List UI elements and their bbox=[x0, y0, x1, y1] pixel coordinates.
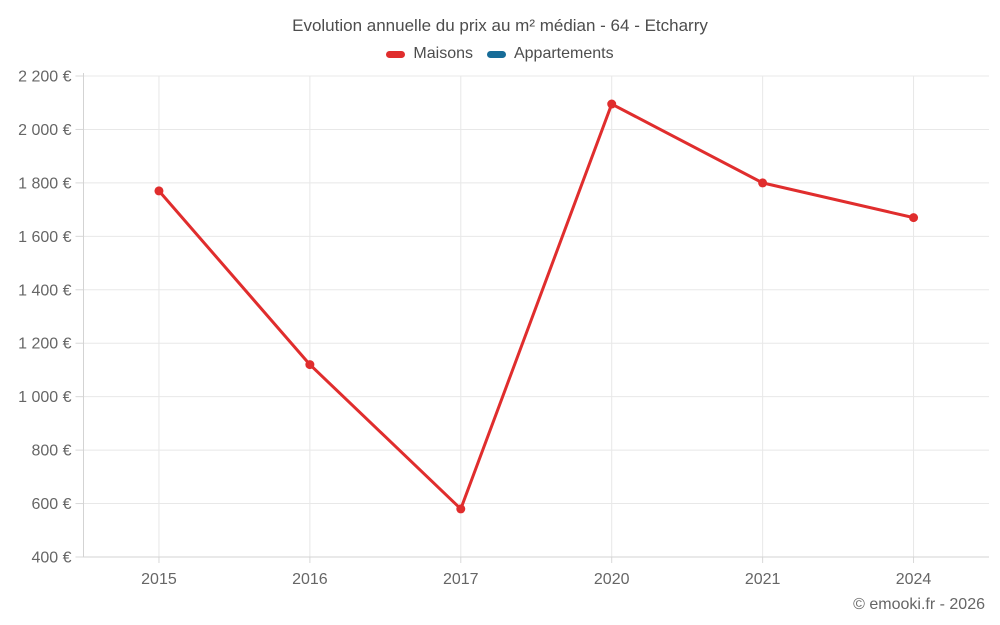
x-axis-label: 2020 bbox=[594, 571, 630, 588]
legend-label-maisons: Maisons bbox=[413, 45, 473, 62]
copyright-footer: © emooki.fr - 2026 bbox=[853, 596, 985, 613]
x-axis-label: 2016 bbox=[292, 571, 328, 588]
appartements-series-swatch-icon bbox=[486, 50, 506, 58]
series-line-maisons bbox=[157, 102, 916, 511]
y-axis-label: 2 000 € bbox=[18, 122, 71, 139]
y-axis-label: 2 200 € bbox=[18, 69, 71, 86]
x-axis-label: 2015 bbox=[141, 571, 177, 588]
legend-item-appartements[interactable]: Appartements bbox=[486, 45, 614, 63]
legend-label-appartements: Appartements bbox=[513, 45, 614, 62]
y-axis-label: 1 600 € bbox=[18, 229, 71, 246]
y-axis-label: 1 800 € bbox=[18, 175, 71, 192]
data-point-maisons-2020[interactable] bbox=[607, 99, 617, 109]
data-point-maisons-2015[interactable] bbox=[154, 186, 164, 196]
legend: Maisons Appartements bbox=[0, 45, 1000, 63]
y-axis-label: 600 € bbox=[31, 496, 71, 513]
data-point-maisons-2016[interactable] bbox=[305, 360, 315, 370]
y-axis-label: 1 200 € bbox=[18, 336, 71, 353]
y-axis-label: 1 000 € bbox=[18, 389, 71, 406]
y-axis-label: 400 € bbox=[31, 550, 71, 567]
y-axis-label: 1 400 € bbox=[18, 282, 71, 299]
maisons-series-swatch-icon bbox=[386, 50, 406, 58]
data-point-maisons-2024[interactable] bbox=[909, 213, 919, 223]
legend-item-maisons[interactable]: Maisons bbox=[386, 45, 473, 63]
chart-title: Evolution annuelle du prix au m² médian … bbox=[292, 16, 708, 35]
x-axis-label: 2021 bbox=[745, 571, 781, 588]
x-axis-label: 2017 bbox=[443, 571, 479, 588]
y-axis-label: 800 € bbox=[31, 443, 71, 460]
x-axis-label: 2024 bbox=[896, 571, 932, 588]
data-point-maisons-2021[interactable] bbox=[758, 178, 768, 188]
data-point-maisons-2017[interactable] bbox=[456, 504, 466, 514]
